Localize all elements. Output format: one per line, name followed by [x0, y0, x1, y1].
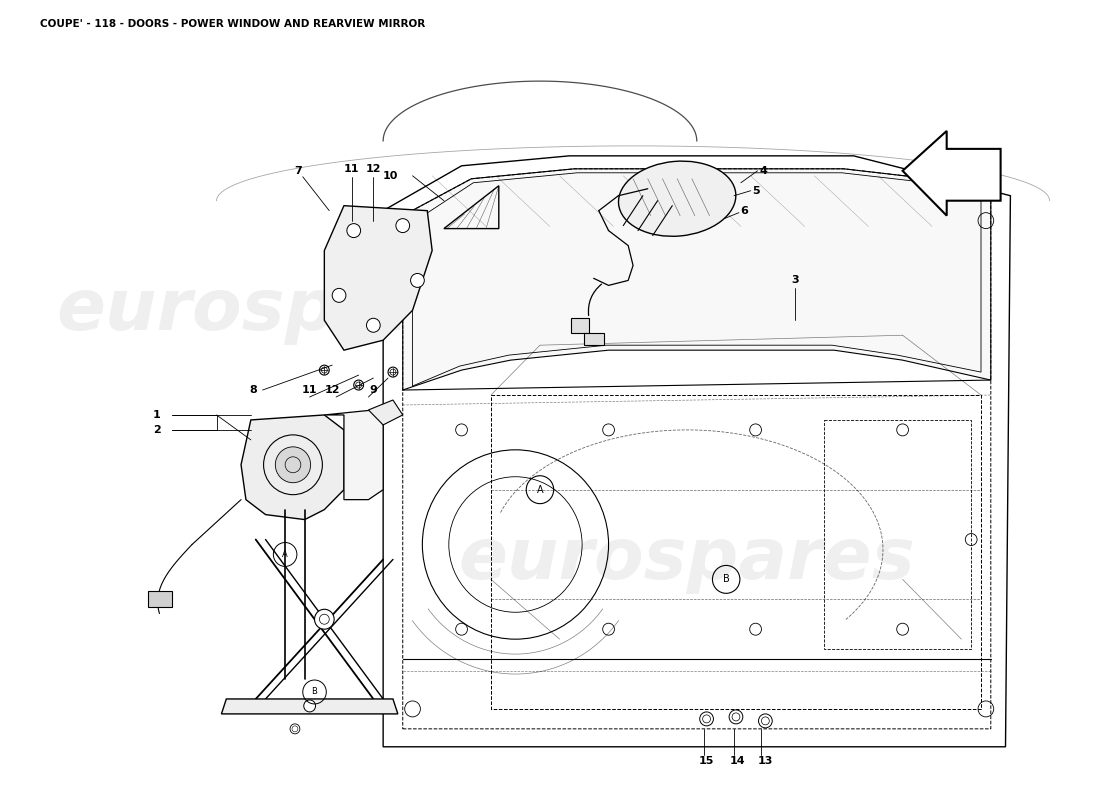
Text: A: A — [283, 550, 288, 559]
Polygon shape — [324, 206, 432, 350]
Circle shape — [346, 224, 361, 238]
Circle shape — [410, 274, 425, 287]
Text: eurospares: eurospares — [459, 525, 915, 594]
Circle shape — [275, 447, 310, 482]
Text: 4: 4 — [759, 166, 768, 176]
Text: 14: 14 — [730, 756, 746, 766]
Polygon shape — [324, 410, 383, 500]
Polygon shape — [221, 699, 398, 714]
Text: 1: 1 — [153, 410, 161, 420]
Circle shape — [315, 610, 334, 630]
Circle shape — [332, 288, 345, 302]
Text: 10: 10 — [383, 170, 398, 181]
Text: eurospares: eurospares — [57, 276, 514, 345]
Polygon shape — [403, 169, 991, 390]
Text: 12: 12 — [324, 385, 340, 395]
Text: 7: 7 — [294, 166, 301, 176]
Circle shape — [304, 700, 316, 712]
Polygon shape — [903, 131, 1001, 216]
Text: 3: 3 — [791, 275, 799, 286]
Text: B: B — [311, 687, 318, 697]
Ellipse shape — [618, 161, 736, 236]
Text: 5: 5 — [751, 186, 759, 196]
Text: 2: 2 — [153, 425, 161, 435]
Text: A: A — [537, 485, 543, 494]
Text: 11: 11 — [344, 164, 360, 174]
Text: B: B — [723, 574, 729, 584]
Polygon shape — [584, 334, 604, 345]
Polygon shape — [241, 415, 344, 519]
Text: 9: 9 — [370, 385, 377, 395]
Polygon shape — [147, 591, 173, 607]
Polygon shape — [571, 318, 588, 334]
Text: 15: 15 — [698, 756, 714, 766]
Text: 13: 13 — [758, 756, 773, 766]
Text: 6: 6 — [740, 206, 748, 216]
Circle shape — [396, 218, 409, 233]
Text: COUPE' - 118 - DOORS - POWER WINDOW AND REARVIEW MIRROR: COUPE' - 118 - DOORS - POWER WINDOW AND … — [40, 19, 426, 30]
Text: 8: 8 — [249, 385, 256, 395]
Text: 12: 12 — [365, 164, 381, 174]
Text: 11: 11 — [301, 385, 318, 395]
Circle shape — [366, 318, 381, 332]
Polygon shape — [368, 400, 403, 425]
